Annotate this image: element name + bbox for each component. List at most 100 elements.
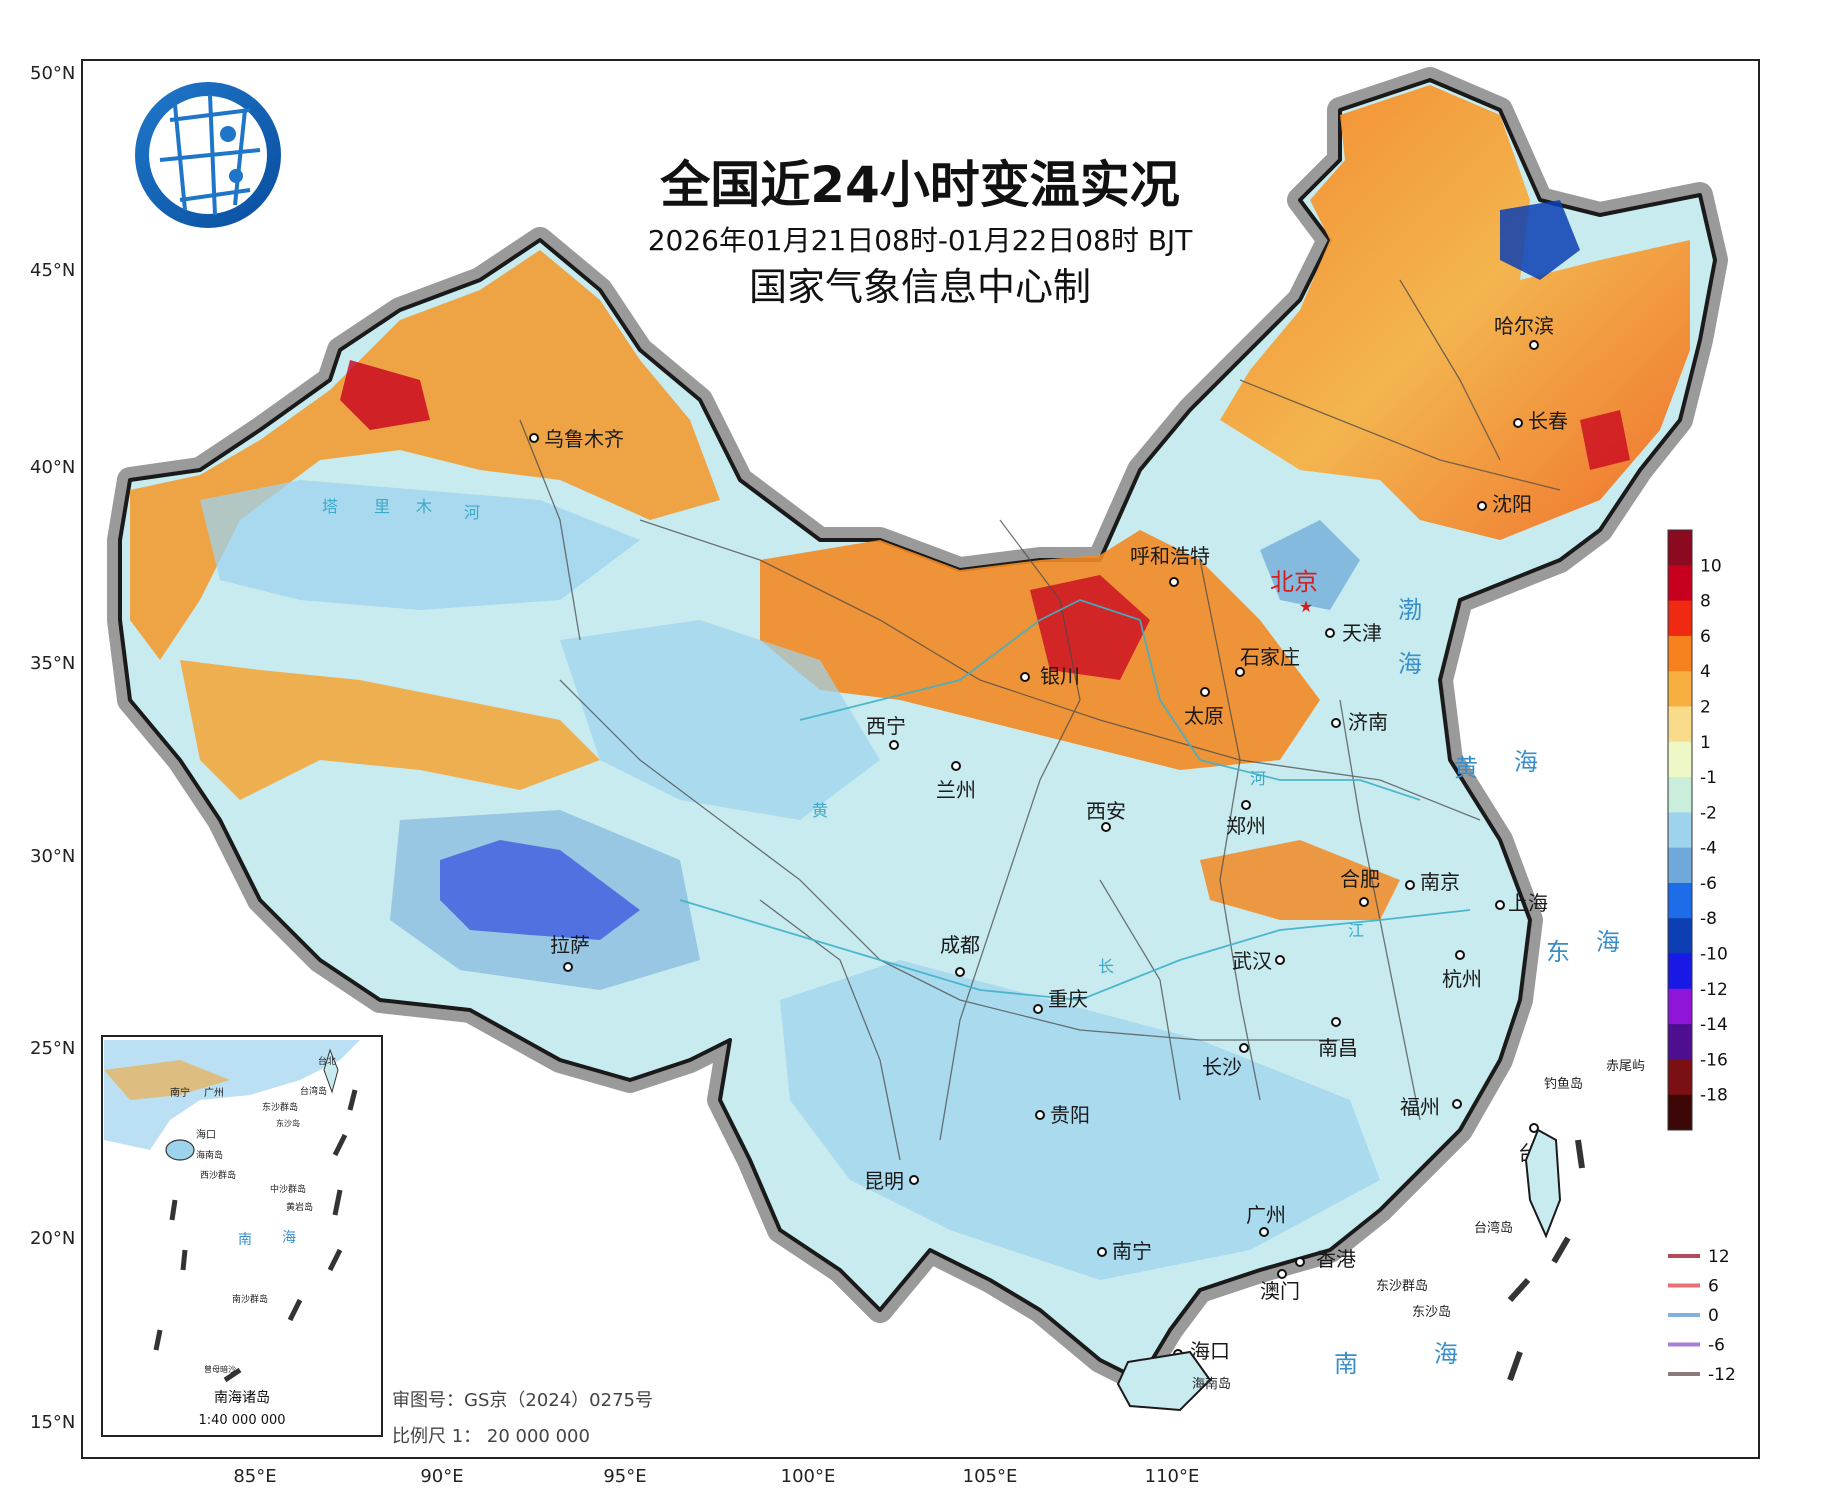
city-marker: ★北京 (1270, 568, 1318, 616)
inset-label: 广州 (204, 1087, 224, 1099)
line-legend-label: 12 (1708, 1247, 1730, 1267)
hot-spot-xinjiang (340, 360, 430, 430)
city-marker: 南宁 (1097, 1239, 1152, 1263)
rivers (679, 599, 1471, 1001)
svg-text:塔: 塔 (322, 497, 338, 516)
lat-label: 50°N (30, 63, 75, 84)
svg-text:南京: 南京 (1420, 870, 1460, 894)
svg-text:赤尾屿: 赤尾屿 (1606, 1059, 1645, 1074)
warm-region-tibet-west (180, 660, 600, 800)
svg-text:上海: 上海 (1508, 891, 1548, 915)
city-marker: 重庆 (1033, 987, 1088, 1014)
legend-label: -18 (1700, 1086, 1728, 1106)
svg-text:江: 江 (1348, 921, 1364, 940)
inset-title: 南海诸岛 (214, 1390, 270, 1406)
inset-label: 南沙群岛 (232, 1293, 268, 1305)
south-china-sea-inset: 南宁 广州 台湾岛 东沙群岛 海口 海南岛 西沙群岛 中沙群岛 黄岩岛 南 海 … (101, 1035, 383, 1437)
warm-region-northwest (130, 250, 720, 660)
svg-text:★: ★ (1299, 597, 1313, 616)
city-marker: 杭州 (1442, 950, 1482, 991)
city-marker: 贵阳 (1035, 1103, 1090, 1127)
svg-text:南宁: 南宁 (1112, 1239, 1152, 1263)
legend-swatch (1668, 953, 1692, 990)
city-marker: 沈阳 (1477, 492, 1532, 516)
legend-label: -6 (1700, 874, 1717, 894)
legend-frame (1667, 529, 1693, 1131)
cold-region-qinghai (560, 620, 880, 820)
legend-label: 8 (1700, 592, 1711, 612)
inset-label: 海 (282, 1230, 298, 1246)
svg-text:香港: 香港 (1316, 1247, 1356, 1271)
latitude-axis: 50°N 45°N 40°N 35°N 30°N 25°N 20°N 15°N (30, 63, 75, 1433)
cold-region-tibet-outer (390, 810, 700, 990)
inset-label: 南 (238, 1232, 254, 1248)
svg-text:合肥: 合肥 (1340, 867, 1380, 891)
city-marker: 澳门 (1260, 1269, 1300, 1303)
svg-text:木: 木 (416, 497, 432, 516)
city-marker: 香港 (1295, 1247, 1356, 1271)
svg-text:广州: 广州 (1246, 1203, 1286, 1227)
city-marker: 昆明 (864, 1169, 919, 1193)
svg-text:长: 长 (1098, 957, 1114, 976)
taiwan-island (1524, 1128, 1562, 1239)
inset-scale: 1:40 000 000 (198, 1413, 285, 1428)
map-producer: 国家气象信息中心制 (749, 265, 1091, 309)
cold-region-taklamakan (200, 480, 640, 610)
city-marker: 福州 (1400, 1095, 1462, 1119)
inset-label: 海南岛 (196, 1149, 223, 1161)
city-marker: 长沙 (1202, 1043, 1249, 1079)
inset-label: 台湾岛 (300, 1085, 327, 1097)
legend-label: -10 (1700, 945, 1728, 965)
svg-text:东沙岛: 东沙岛 (1412, 1304, 1451, 1320)
svg-text:乌鲁木齐: 乌鲁木齐 (544, 427, 624, 451)
legend-label: -12 (1700, 980, 1728, 1000)
hot-spot-heilongjiang (1580, 410, 1630, 470)
city-marker: 银川 (1020, 664, 1080, 688)
svg-text:拉萨: 拉萨 (550, 933, 590, 957)
svg-text:西安: 西安 (1086, 799, 1126, 823)
lon-label: 90°E (420, 1466, 463, 1487)
city-marker: 乌鲁木齐 (529, 427, 624, 451)
lat-label: 25°N (30, 1038, 75, 1059)
svg-text:武汉: 武汉 (1232, 949, 1272, 973)
lat-label: 20°N (30, 1228, 75, 1249)
svg-text:海: 海 (1434, 1340, 1460, 1368)
legend-swatch (1668, 565, 1692, 602)
lat-label: 30°N (30, 846, 75, 867)
cold-region-beijing (1260, 520, 1360, 610)
svg-text:太原: 太原 (1184, 704, 1224, 728)
inset-label: 东沙群岛 (262, 1101, 298, 1113)
nine-dash-line (1507, 1139, 1585, 1382)
svg-text:沈阳: 沈阳 (1492, 492, 1532, 516)
svg-text:海: 海 (1596, 928, 1622, 956)
svg-text:天津: 天津 (1342, 621, 1382, 645)
svg-text:郑州: 郑州 (1226, 814, 1266, 838)
inset-label: 海口 (196, 1128, 216, 1141)
island-labels: 钓鱼岛 赤尾屿 台湾岛 东沙群岛 东沙岛 海南岛 (1116, 1059, 1645, 1412)
city-marker: 武汉 (1232, 949, 1285, 973)
svg-text:长沙: 长沙 (1202, 1055, 1242, 1079)
svg-text:银川: 银川 (1040, 664, 1080, 688)
lat-label: 45°N (30, 260, 75, 281)
city-marker: 南京 (1405, 870, 1460, 894)
svg-text:海: 海 (1398, 650, 1424, 678)
legend-label: 6 (1700, 627, 1711, 647)
line-legend-label: 0 (1708, 1306, 1719, 1326)
cold-region-heilongjiang (1500, 200, 1580, 280)
svg-text:东沙群岛: 东沙群岛 (1376, 1278, 1428, 1294)
svg-text:济南: 济南 (1348, 710, 1388, 734)
legend-swatch (1668, 530, 1692, 566)
svg-text:呼和浩特: 呼和浩特 (1130, 544, 1210, 568)
lon-label: 105°E (963, 1466, 1018, 1487)
river-labels: 塔 里 木 河 黄 河 长 江 (322, 497, 1364, 976)
warm-region-northeast (1220, 85, 1690, 540)
legend-swatch (1668, 777, 1692, 813)
inset-label: 曾母暗沙 (204, 1364, 236, 1374)
legend-label: -8 (1700, 909, 1717, 929)
legend-swatch (1668, 741, 1692, 778)
svg-text:东: 东 (1546, 938, 1572, 966)
line-legend-label: 6 (1708, 1277, 1719, 1297)
city-marker: 西宁 (866, 714, 906, 750)
line-legend-label: -6 (1708, 1336, 1725, 1356)
